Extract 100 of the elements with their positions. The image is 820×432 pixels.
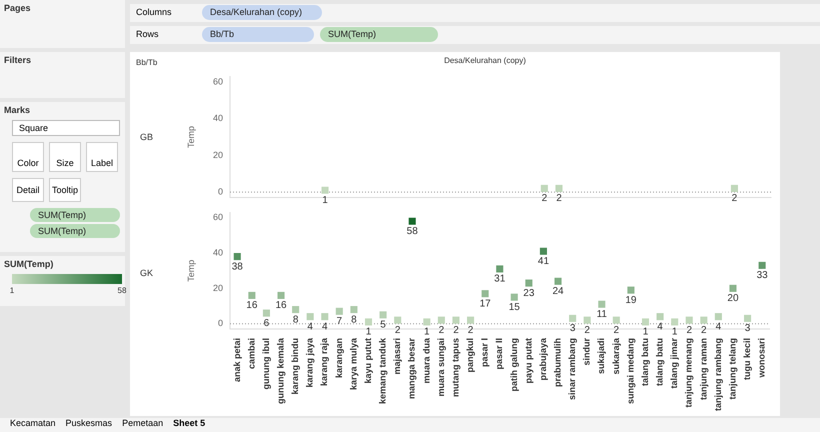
point	[642, 318, 650, 326]
y-tick-label: 20	[212, 150, 223, 160]
x-tick-label: talang batu	[654, 338, 665, 386]
text: Kecamatan	[10, 418, 56, 428]
point	[510, 294, 518, 301]
data-label: 3	[570, 323, 576, 334]
text: Marks	[3, 104, 32, 117]
text: Size	[49, 142, 81, 172]
x-tick-label: sukaraja	[610, 337, 621, 375]
data-label: 1	[642, 326, 649, 338]
data-label: 2	[468, 324, 474, 336]
x-tick-label: karangan	[334, 338, 344, 378]
point	[336, 308, 343, 315]
point	[394, 316, 402, 324]
text: Color	[12, 142, 44, 172]
y-tick-label: 40	[212, 248, 223, 258]
data-label: 2	[732, 193, 738, 204]
data-label: 7	[336, 316, 343, 328]
color-bar-title: SUM(Temp)	[3, 258, 54, 271]
x-tick-label: tanjung rambang	[712, 338, 723, 412]
point	[380, 311, 387, 318]
point	[438, 316, 445, 324]
y-tick-label: 60	[212, 76, 223, 86]
x-axis-title: Desa/Kelurahan (copy)	[443, 56, 527, 67]
data-label: 2	[542, 193, 548, 204]
data-label: 2	[438, 324, 445, 336]
data-label: 3	[744, 323, 751, 334]
point	[758, 262, 766, 269]
text: Bb/Tb	[202, 27, 314, 42]
text: Sheet 5	[173, 418, 206, 428]
data-label: 1	[322, 195, 328, 206]
x-tick-label: sindur	[582, 338, 592, 366]
text: Square	[12, 120, 120, 136]
data-label: 11	[596, 309, 608, 320]
y-tick-label: 20	[212, 282, 223, 293]
x-tick-label: sungai medang	[625, 338, 636, 404]
text: SUM(Temp)	[320, 27, 438, 42]
data-label: 31	[494, 274, 506, 285]
x-tick-label: pasar II	[494, 338, 504, 370]
x-tick-label: tugu kecil	[742, 338, 752, 380]
x-tick-label: muara sungai	[436, 338, 446, 397]
point	[496, 265, 504, 272]
text: Detail	[12, 178, 44, 202]
data-label: 2	[701, 324, 708, 336]
x-tick-label: karya mulya	[348, 337, 358, 390]
point	[686, 316, 693, 324]
data-label: 4	[716, 321, 722, 332]
text: Tooltip	[49, 178, 81, 202]
point	[248, 292, 256, 299]
data-label: 4	[322, 321, 328, 332]
data-label: 1	[672, 326, 678, 338]
point	[482, 290, 489, 298]
y-axis-title: Temp	[186, 260, 196, 282]
text: Pemetaan	[122, 418, 164, 428]
x-tick-label: tanjung raman	[698, 338, 708, 400]
x-tick-label: muara dua	[421, 337, 432, 384]
x-tick-label: majasari	[392, 338, 402, 375]
text: GK	[140, 268, 154, 280]
text: Rows	[136, 29, 160, 41]
x-tick-label: patih galung	[508, 338, 519, 392]
point	[321, 313, 328, 320]
data-label: 2	[556, 193, 562, 204]
text: Pages	[3, 2, 32, 15]
x-tick-label: talang jimar	[669, 338, 680, 389]
text: Desa/Kelurahan (copy)	[202, 5, 322, 20]
data-label: 15	[508, 302, 520, 313]
data-label: 1	[424, 326, 430, 338]
point	[598, 300, 606, 308]
data-label: 16	[246, 300, 258, 312]
point	[423, 318, 430, 326]
text: Label	[86, 142, 118, 172]
point	[612, 316, 620, 324]
point	[744, 314, 752, 322]
x-tick-label: wonosari	[756, 338, 767, 379]
x-tick-label: anak petai	[232, 338, 242, 382]
text: Puskesmas	[66, 418, 112, 428]
x-tick-label: pangkul	[465, 338, 476, 373]
data-label: 19	[625, 294, 637, 306]
text: Columns	[136, 7, 173, 19]
x-tick-label: tanjung menang	[684, 338, 694, 408]
data-label: 4	[657, 321, 664, 332]
data-label: 58	[406, 226, 418, 237]
point	[525, 280, 532, 287]
y-tick-label: 0	[218, 186, 223, 197]
data-label: 8	[292, 314, 299, 326]
x-tick-label: mangga besar	[406, 338, 417, 400]
text: Bb/Tb	[136, 58, 158, 69]
data-label: 33	[756, 270, 768, 282]
x-tick-label: payu putat	[523, 338, 534, 384]
data-label: 2	[584, 324, 590, 336]
data-label: 38	[232, 261, 244, 272]
x-tick-label: prabumulih	[552, 338, 563, 387]
data-label: 5	[380, 320, 386, 331]
x-tick-label: karang bindu	[290, 338, 300, 395]
data-label: 41	[538, 256, 550, 268]
point	[584, 316, 591, 324]
x-tick-label: cambai	[246, 338, 256, 370]
x-tick-label: mutang tapus	[450, 338, 460, 398]
data-label: 16	[275, 300, 288, 312]
point	[671, 318, 678, 326]
